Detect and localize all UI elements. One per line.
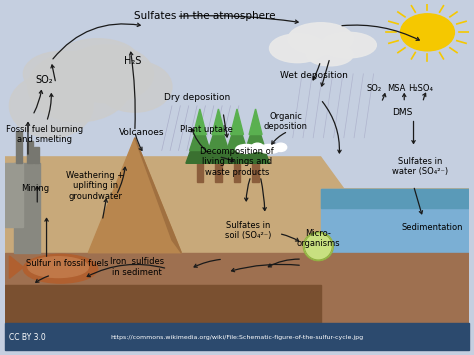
Text: Sulfates in
soil (SO₄²⁻): Sulfates in soil (SO₄²⁻) — [226, 221, 272, 240]
Polygon shape — [204, 125, 232, 163]
Text: SO₂: SO₂ — [36, 75, 53, 85]
Polygon shape — [88, 138, 181, 253]
Text: Wet deposition: Wet deposition — [280, 71, 347, 80]
Polygon shape — [186, 125, 214, 163]
Polygon shape — [246, 119, 266, 151]
Text: H₂S: H₂S — [124, 56, 141, 66]
Ellipse shape — [270, 34, 325, 62]
Ellipse shape — [259, 144, 280, 153]
Text: https://commons.wikimedia.org/wiki/File:Schematic-figure-of-the-sulfur-cycle.jpg: https://commons.wikimedia.org/wiki/File:… — [110, 335, 364, 340]
Polygon shape — [5, 157, 469, 323]
Text: Sedimentation: Sedimentation — [401, 223, 463, 232]
Text: Dry deposition: Dry deposition — [164, 93, 231, 102]
Text: CC BY 3.0: CC BY 3.0 — [9, 333, 46, 342]
Text: DMS: DMS — [392, 108, 412, 117]
Text: Weathering +
uplifting in
groundwater: Weathering + uplifting in groundwater — [66, 171, 124, 201]
Ellipse shape — [28, 257, 88, 278]
Polygon shape — [14, 163, 39, 253]
Circle shape — [401, 14, 455, 51]
Text: Organic
deposition: Organic deposition — [264, 112, 308, 131]
Polygon shape — [320, 189, 469, 208]
Polygon shape — [230, 109, 244, 135]
Circle shape — [274, 143, 287, 152]
Ellipse shape — [307, 43, 353, 66]
Polygon shape — [5, 163, 23, 227]
Polygon shape — [5, 253, 469, 323]
Text: Iron  sulfides
in sediment: Iron sulfides in sediment — [110, 257, 164, 277]
Polygon shape — [252, 154, 259, 182]
Polygon shape — [16, 131, 22, 163]
Polygon shape — [223, 125, 251, 163]
Text: Plant uptake: Plant uptake — [181, 125, 233, 134]
Ellipse shape — [304, 233, 332, 260]
Polygon shape — [190, 119, 210, 151]
Polygon shape — [215, 154, 222, 182]
Polygon shape — [227, 119, 247, 151]
Text: Mining: Mining — [21, 184, 49, 193]
Polygon shape — [212, 109, 225, 135]
Ellipse shape — [288, 23, 353, 55]
Polygon shape — [5, 285, 320, 323]
Polygon shape — [249, 109, 262, 135]
Polygon shape — [320, 189, 469, 323]
Polygon shape — [27, 141, 33, 163]
Text: SO₂: SO₂ — [366, 84, 382, 93]
Ellipse shape — [98, 61, 172, 112]
Polygon shape — [193, 109, 206, 135]
Ellipse shape — [9, 74, 93, 138]
Ellipse shape — [56, 39, 139, 83]
Text: Sulfur in fossil fuels: Sulfur in fossil fuels — [26, 260, 109, 268]
Text: Decomposition of
living things and
waste products: Decomposition of living things and waste… — [200, 147, 274, 176]
Text: MSA: MSA — [387, 84, 406, 93]
Ellipse shape — [320, 32, 376, 58]
Bar — [5, 323, 469, 350]
Polygon shape — [197, 154, 203, 182]
Ellipse shape — [23, 51, 98, 96]
Ellipse shape — [236, 144, 257, 153]
Ellipse shape — [23, 254, 98, 283]
Polygon shape — [208, 119, 228, 151]
Circle shape — [251, 143, 264, 152]
Polygon shape — [9, 256, 23, 278]
Text: Sulfates in
water (SO₄²⁻): Sulfates in water (SO₄²⁻) — [392, 157, 448, 176]
Ellipse shape — [61, 45, 154, 103]
Text: Fossil fuel burning
and smelting: Fossil fuel burning and smelting — [6, 125, 83, 144]
Text: Sulfates in the atmosphere: Sulfates in the atmosphere — [134, 11, 275, 21]
Polygon shape — [234, 154, 240, 182]
Text: Micro-
organisms: Micro- organisms — [296, 229, 340, 248]
Polygon shape — [34, 147, 39, 163]
Polygon shape — [242, 125, 270, 163]
Ellipse shape — [28, 51, 130, 122]
Polygon shape — [135, 138, 181, 253]
Text: H₂SO₄: H₂SO₄ — [408, 84, 433, 93]
Text: Volcanoes: Volcanoes — [119, 129, 164, 137]
Ellipse shape — [303, 232, 333, 261]
